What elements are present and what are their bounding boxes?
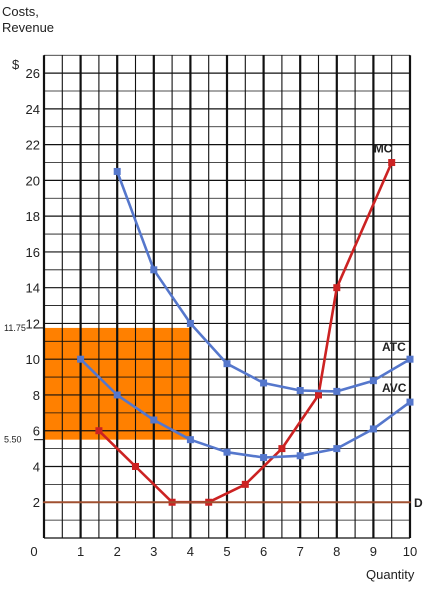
data-point-atc [296,386,304,394]
series-label-mc: MC [374,142,393,156]
y-axis-title-line-2: Revenue [2,20,54,35]
x-tick-label: 9 [370,544,377,559]
y-tick-label: 2 [33,495,40,510]
data-point-mc [333,284,341,292]
x-tick-label: 0 [30,544,37,559]
y-tick-label: 12 [26,316,40,331]
grid-layer [42,54,412,539]
series-line-avc [79,357,412,459]
data-point-avc [113,391,121,399]
x-tick-label: 1 [77,544,84,559]
y-special-tick-label: 11.75 [4,323,26,333]
x-tick-label: 5 [223,544,230,559]
data-point-atc [113,167,121,175]
currency-symbol: $ [12,57,20,72]
series-layer [43,159,414,506]
data-point-atc [333,387,341,395]
data-point-atc [186,319,194,327]
x-tick-label: 6 [260,544,267,559]
x-tick-label: 7 [297,544,304,559]
x-tick-label: 8 [333,544,340,559]
series-label-atc: ATC [382,340,406,354]
x-axis-title: Quantity [366,567,415,582]
x-tick-label: 3 [150,544,157,559]
y-tick-label: 6 [33,424,40,439]
data-point-mc [315,391,322,399]
y-tick-label: 4 [33,459,40,474]
data-point-atc [150,266,158,274]
data-point-atc [406,355,414,363]
data-point-avc [406,398,414,406]
x-tick-label: 10 [403,544,417,559]
data-point-mc [278,445,286,453]
data-point-atc [260,379,268,387]
y-tick-label: 20 [26,173,40,188]
data-point-avc [260,454,268,462]
y-tick-label: 24 [26,102,40,117]
x-tick-label: 2 [114,544,121,559]
data-point-mc [388,159,396,167]
y-tick-label: 26 [26,66,40,81]
data-point-mc [95,427,103,435]
y-tick-label: 14 [26,281,40,296]
y-tick-label: 22 [26,138,40,153]
data-point-atc [369,377,377,385]
data-point-avc [333,445,341,453]
data-point-avc [186,436,194,444]
data-point-mc [241,480,249,488]
data-point-avc [223,448,231,456]
x-tick-label: 4 [187,544,194,559]
y-tick-label: 10 [26,352,40,367]
data-point-atc [223,360,231,368]
y-tick-label: 18 [26,209,40,224]
y-axis-title-line-1: Costs, [2,4,39,19]
y-tick-label: 16 [26,245,40,260]
y-special-tick-label: 5.50 [4,435,22,445]
data-point-avc [296,452,304,460]
data-point-mc [132,462,139,470]
series-label-avc: AVC [382,381,407,395]
series-label-d: D [414,496,423,510]
data-point-avc [150,416,158,424]
data-point-avc [369,425,377,433]
y-tick-label: 8 [33,388,40,403]
data-point-avc [77,355,85,363]
